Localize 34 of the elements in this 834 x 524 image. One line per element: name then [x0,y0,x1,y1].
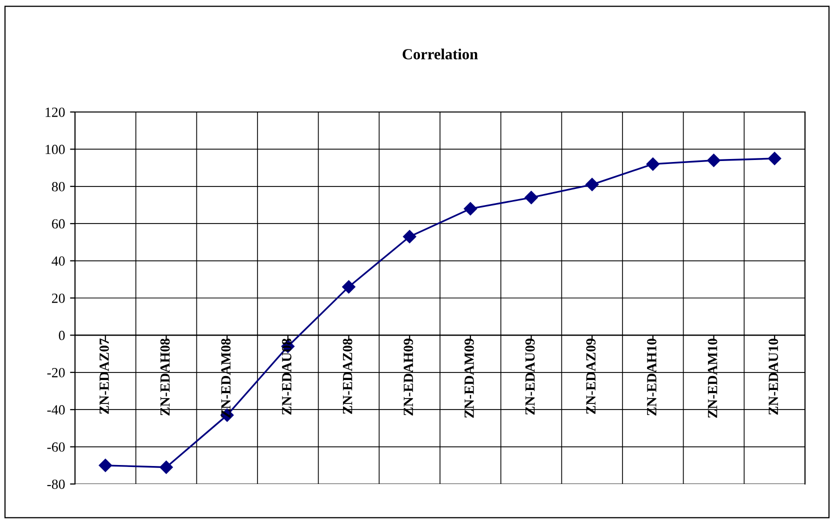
chart-title: Correlation [402,48,478,60]
y-tick-label: -60 [47,442,65,452]
x-tick-label: ZN-EDAU09 [525,338,535,415]
point [524,190,538,204]
y-tick-label: 20 [52,294,65,303]
y-tick-label: 60 [52,219,65,229]
point [585,178,599,192]
y-tick-label: -40 [47,405,65,415]
y-tick-label: 100 [46,144,65,154]
x-tick-label: ZN-EDAZ07 [100,338,109,414]
x-tick-label: ZN-EDAZ09 [586,338,596,414]
y-tick-label: 120 [46,108,65,117]
point [342,280,356,294]
x-tick-label: ZN-EDAM10 [708,338,718,418]
y-tick-label: 0 [58,330,65,340]
point [768,152,782,166]
y-tick-label: 80 [52,182,65,192]
y-tick-label: -20 [47,368,65,378]
x-tick-label: ZN-EDAH08 [160,338,170,416]
point [402,230,416,244]
x-tick-label: ZN-EDAU10 [768,338,778,415]
y-tick-label: 40 [52,256,65,266]
x-tick-label: ZN-EDAH09 [404,338,414,416]
x-tick-label: ZN-EDAM08 [221,338,231,418]
x-tick-label: ZN-EDAH10 [647,338,656,416]
point [98,458,112,472]
point [646,157,660,171]
y-tick-label: -80 [47,480,65,489]
point [464,202,478,216]
x-tick-label: ZN-EDAZ08 [342,338,352,414]
x-tick-label: ZN-EDAU08 [282,338,292,415]
point [707,154,720,167]
point [160,460,173,474]
x-tick-label: ZN-EDAM09 [464,338,474,418]
